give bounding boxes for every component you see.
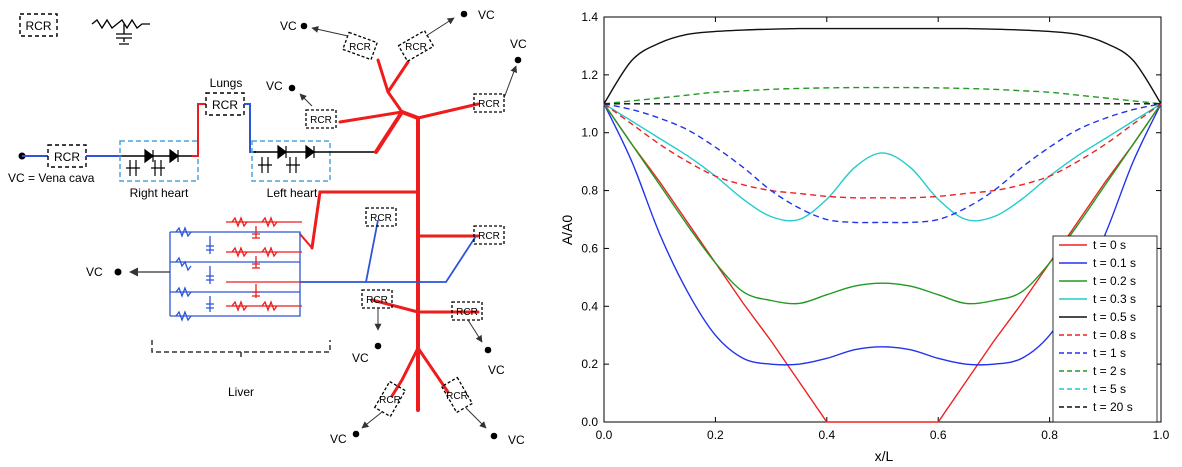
svg-text:RCR: RCR	[446, 391, 468, 402]
x-tick-label: 0.0	[596, 428, 613, 442]
right-heart: Right heart	[119, 140, 199, 200]
x-tick-label: 0.6	[930, 428, 947, 442]
legend: RCR	[19, 13, 150, 45]
svg-text:RCR: RCR	[405, 42, 427, 53]
liver-label: Liver	[228, 385, 254, 399]
vc-label: VC	[266, 79, 283, 93]
liver-brace: Liver	[151, 340, 331, 399]
left-heart-box	[251, 140, 331, 182]
left-heart-label: Left heart	[267, 186, 318, 200]
x-tick-label: 0.2	[707, 428, 724, 442]
y-tick-label: 0.6	[581, 241, 598, 255]
legend-entry: t = 0.8 s	[1093, 328, 1136, 342]
rcr-terminals: RCR VC RCR VC RCR VC RCR VC	[266, 8, 527, 447]
lungs: Lungs RCR	[205, 76, 245, 116]
rcr-terminal: RCR VC	[280, 19, 379, 61]
rcr-terminal: RCR VC	[330, 380, 407, 446]
legend-resistor-symbol	[91, 18, 150, 45]
circulation-network-diagram: RCR RCR VC = Vena cava Right heart Lungs…	[8, 8, 527, 447]
x-tick-label: 0.8	[1041, 428, 1058, 442]
vc-label: VC	[510, 37, 527, 51]
right-heart-box	[119, 140, 199, 182]
left-heart: Left heart	[251, 140, 376, 200]
vena-cava-inlet: RCR VC = Vena cava	[8, 144, 122, 185]
rcr-label: RCR	[212, 98, 238, 112]
series-line	[603, 103, 1162, 224]
liver-network	[169, 216, 302, 322]
legend-entry: t = 20 s	[1093, 400, 1133, 414]
chart-ylabel: A/A0	[560, 215, 575, 246]
legend-entry: t = 0.3 s	[1093, 292, 1136, 306]
vc-label: VC	[478, 8, 495, 22]
legend-rcr-label: RCR	[26, 19, 52, 33]
legend-entry: t = 2 s	[1093, 364, 1126, 378]
y-tick-label: 0.2	[581, 357, 598, 371]
svg-text:RCR: RCR	[478, 231, 500, 242]
vc-label: VC	[330, 432, 347, 446]
vc-label: VC	[352, 351, 369, 365]
liver-outlet: VC	[86, 265, 170, 279]
legend-entry: t = 0.2 s	[1093, 274, 1136, 288]
svg-text:RCR: RCR	[370, 213, 392, 224]
svg-text:RCR: RCR	[349, 42, 371, 53]
y-tick-label: 1.0	[581, 126, 598, 140]
svg-text:RCR: RCR	[366, 295, 388, 306]
rcr-label: RCR	[54, 150, 80, 164]
vc-label: VC	[86, 265, 103, 279]
rcr-terminal: RCR VC	[352, 289, 393, 365]
series-line	[603, 103, 1162, 199]
series-line	[603, 27, 1162, 105]
y-tick-label: 1.4	[581, 10, 598, 24]
svg-text:RCR: RCR	[379, 395, 401, 406]
y-tick-label: 1.2	[581, 68, 598, 82]
chart-xlabel: x/L	[875, 448, 894, 464]
rcr-terminal: RCR VC	[440, 376, 525, 447]
legend-box	[1052, 235, 1158, 423]
vc-label: VC	[280, 19, 297, 33]
right-heart-label: Right heart	[130, 186, 189, 200]
vc-label: VC	[488, 363, 505, 377]
arterial-tree	[299, 58, 480, 412]
rcr-terminal: RCR VC	[473, 37, 527, 113]
rcr-terminal: RCR VC	[266, 79, 337, 129]
lungs-label: Lungs	[210, 76, 243, 90]
y-tick-label: 0.0	[581, 415, 598, 429]
series-line	[603, 103, 1162, 222]
legend-rcr-box	[19, 13, 58, 37]
svg-text:RCR: RCR	[310, 115, 332, 126]
y-tick-label: 0.4	[581, 299, 598, 313]
legend-entry: t = 1 s	[1093, 346, 1126, 360]
y-tick-label: 0.8	[581, 184, 598, 198]
legend-entry: t = 0 s	[1093, 238, 1126, 252]
venous-return	[300, 219, 477, 283]
vc-definition: VC = Vena cava	[8, 171, 95, 185]
rcr-terminal: RCR	[473, 225, 505, 245]
plot-layer: 0.0 0.2 0.4 0.6 0.8 1.0 0.0 0.2 0.4 0.6 0.8 1.0 1.2 1…	[581, 10, 1169, 442]
svg-text:RCR: RCR	[478, 99, 500, 110]
vc-label: VC	[508, 433, 525, 447]
legend-entry: t = 0.1 s	[1093, 256, 1136, 270]
x-tick-label: 1.0	[1153, 428, 1170, 442]
rcr-terminal: RCR VC	[451, 301, 505, 377]
rcr-terminal: RCR	[365, 207, 397, 227]
legend-entry: t = 5 s	[1093, 382, 1126, 396]
legend-entry: t = 0.5 s	[1093, 310, 1136, 324]
svg-text:RCR: RCR	[456, 307, 478, 318]
series-line	[603, 86, 1162, 105]
x-tick-label: 0.4	[818, 428, 835, 442]
rcr-terminal: RCR VC	[397, 8, 495, 63]
area-profile-chart: 0.0 0.2 0.4 0.6 0.8 1.0 0.0 0.2 0.4 0.6 0.8 1.0 1.2 1…	[560, 10, 1170, 464]
